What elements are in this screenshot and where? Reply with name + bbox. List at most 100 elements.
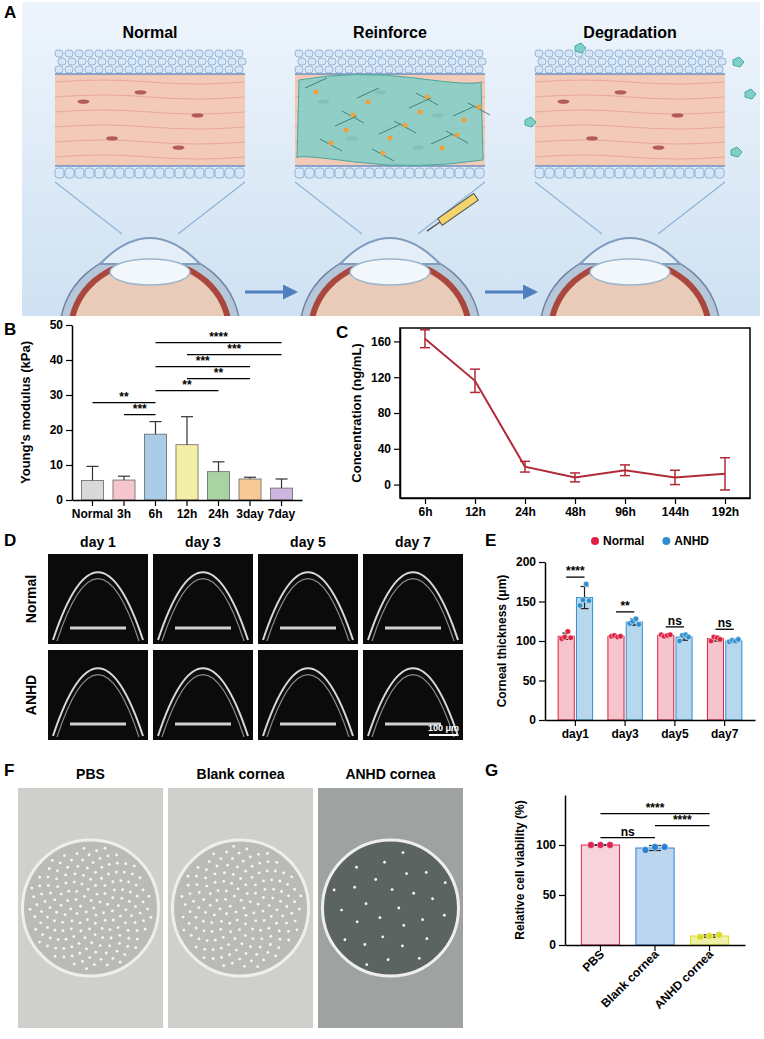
- colony: [83, 895, 86, 898]
- bar: [176, 445, 198, 500]
- tick-label: day3: [611, 727, 639, 741]
- stroma: [55, 74, 245, 166]
- colony: [46, 916, 49, 919]
- eye: [540, 238, 720, 316]
- epithelial-cell: [595, 66, 603, 73]
- collagen-fiber: [55, 140, 245, 144]
- panel-letter: C: [336, 323, 348, 342]
- colony: [62, 956, 65, 959]
- tick-label: 24h: [208, 507, 229, 521]
- tick-mark: [66, 430, 72, 431]
- endothelial-cell: [355, 168, 364, 178]
- significance-label: ***: [133, 402, 147, 416]
- colony: [225, 851, 228, 854]
- y-axis: 050100: [536, 796, 566, 953]
- plate-photo: [318, 788, 463, 1028]
- colony: [134, 905, 137, 908]
- error-bar: [181, 417, 193, 445]
- plate-label: Blank cornea: [197, 766, 285, 782]
- colony: [272, 888, 275, 891]
- colony: [383, 861, 386, 864]
- colony: [70, 946, 73, 949]
- tick-mark: [539, 720, 545, 721]
- epithelial-cell: [575, 66, 583, 73]
- epithelial-cell: [205, 66, 213, 73]
- endothelial-cell: [405, 168, 414, 178]
- epithelial-cell: [585, 66, 593, 73]
- epithelial-cell: [365, 50, 373, 57]
- tick-mark: [625, 498, 626, 504]
- colony: [242, 860, 245, 863]
- y-axis: 01020304050: [50, 318, 73, 507]
- endothelial-cell: [605, 168, 614, 178]
- x-axis: Normal3h6h12h24h3day7day: [72, 500, 303, 521]
- colony: [267, 927, 270, 930]
- epithelial-cell: [125, 50, 133, 57]
- epithelial-cell: [158, 58, 166, 65]
- colony: [285, 905, 288, 908]
- polymer-chain: [320, 139, 342, 151]
- plate-photo: [18, 788, 163, 1028]
- oct-image: [258, 650, 358, 740]
- colony: [86, 918, 89, 921]
- colony: [263, 919, 266, 922]
- endothelial-cell: [625, 168, 634, 178]
- colony: [54, 947, 57, 950]
- colony: [262, 959, 265, 962]
- epithelial-cell: [145, 66, 153, 73]
- endothelial-cell: [335, 168, 344, 178]
- y-tick: 150: [516, 595, 545, 609]
- error-bar: [276, 479, 288, 488]
- endothelial-cell: [425, 168, 434, 178]
- tick-label: 7day: [268, 507, 296, 521]
- tick-mark: [394, 484, 400, 485]
- epithelial-cell: [715, 50, 723, 57]
- colony: [134, 921, 137, 924]
- y-tick: 10: [50, 458, 72, 472]
- data-point: [568, 635, 574, 641]
- colony: [258, 872, 261, 875]
- zoom-line: [658, 182, 725, 234]
- error-bar: [620, 465, 630, 476]
- lens-surface: [385, 627, 441, 630]
- colony: [40, 910, 43, 913]
- colony: [333, 889, 336, 892]
- colony: [34, 928, 37, 931]
- epithelial-cell: [635, 50, 643, 57]
- collagen-fiber: [55, 125, 245, 129]
- epithelial-cell: [105, 66, 113, 73]
- colony: [232, 873, 235, 876]
- epithelial-cell: [458, 58, 466, 65]
- colony: [29, 908, 32, 911]
- colony: [100, 866, 103, 869]
- epithelial-cell: [548, 58, 556, 65]
- colony: [142, 919, 145, 922]
- endothelial-cell: [595, 168, 604, 178]
- colony: [444, 881, 447, 884]
- colony: [51, 859, 54, 862]
- colony: [124, 921, 127, 924]
- error-bar: [213, 462, 225, 472]
- colony: [88, 853, 91, 856]
- error-cap: [720, 457, 730, 459]
- collagen-fiber: [535, 155, 725, 159]
- epithelial-cell: [85, 66, 93, 73]
- endothelial-cell: [155, 168, 164, 178]
- colony: [228, 922, 231, 925]
- colony: [127, 881, 130, 884]
- error-bar: [86, 466, 98, 480]
- epithelial-cell: [638, 58, 646, 65]
- epithelial-cell: [108, 58, 116, 65]
- image-ground: [153, 554, 253, 644]
- colony: [402, 851, 405, 854]
- epithelial-cell: [555, 50, 563, 57]
- bar: [144, 434, 166, 500]
- colony: [257, 853, 260, 856]
- photo-ground: [168, 788, 313, 1028]
- keratocyte: [653, 145, 665, 149]
- colony: [257, 903, 260, 906]
- data-point: [716, 932, 723, 939]
- colony: [224, 898, 227, 901]
- colony: [192, 900, 195, 903]
- colony: [243, 907, 246, 910]
